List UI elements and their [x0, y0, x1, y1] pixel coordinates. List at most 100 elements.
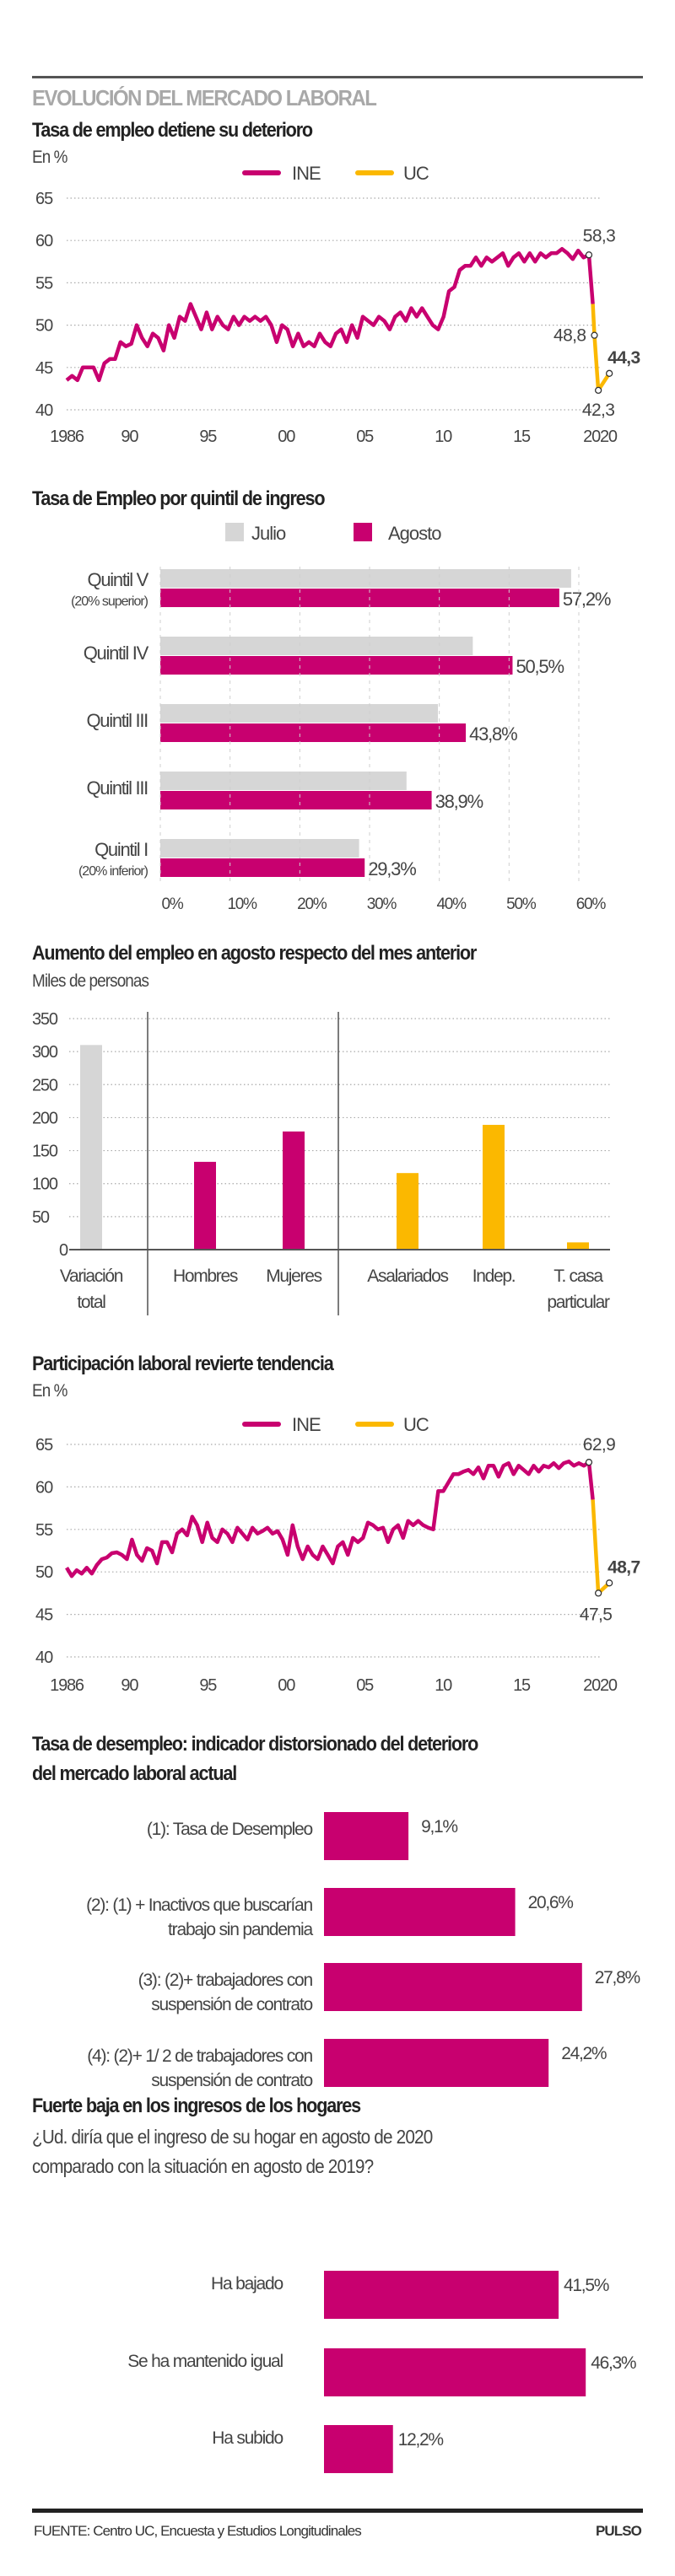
x-tick-label: 1986 — [50, 1676, 84, 1695]
category-label: Quintil V — [88, 569, 149, 590]
x-tick-label: 15 — [513, 428, 531, 446]
footer-rule — [32, 2509, 643, 2513]
legend-swatch-agosto — [354, 523, 372, 541]
category-label: (3): (2)+ trabajadores con — [138, 1971, 313, 1990]
annotation-marker — [585, 251, 593, 259]
x-tick-label: 0% — [161, 895, 183, 913]
y-tick-label: 60 — [35, 1478, 53, 1497]
employment-rate-chart: INE UC 65 60 55 50 45 40 1986 90 95 00 05 10 15 2020 58,… — [35, 163, 640, 446]
y-tick-label: 55 — [35, 274, 53, 293]
bar-value-label: 41,5% — [564, 2276, 609, 2295]
legend-label-uc: UC — [403, 1414, 429, 1435]
chart3-unit: Miles de personas — [32, 971, 149, 991]
bar-julio — [160, 772, 407, 790]
bar-value-label: 20,6% — [528, 1893, 574, 1912]
category-label: Indep. — [472, 1266, 516, 1286]
bar-julio — [160, 637, 473, 655]
y-tick-label: 300 — [32, 1043, 58, 1062]
series-line-ine — [65, 246, 595, 383]
x-tick-label: 00 — [278, 1676, 295, 1695]
bar-julio — [160, 839, 359, 858]
y-tick-label: 0 — [59, 1241, 68, 1260]
y-tick-label: 65 — [35, 1436, 53, 1455]
bar — [324, 1888, 516, 1936]
data-label: 44,3 — [608, 348, 640, 368]
category-label: Ha bajado — [211, 2274, 283, 2294]
legend-label-ine: INE — [292, 1414, 321, 1435]
annotation-marker — [606, 1579, 613, 1587]
category-label: total — [77, 1293, 105, 1312]
annotation-marker — [594, 386, 602, 395]
chart3-title: Aumento del empleo en agosto respecto de… — [32, 942, 477, 965]
data-label: 58,3 — [583, 226, 615, 245]
y-tick-label: 40 — [35, 401, 53, 420]
chart4-unit: En % — [32, 1381, 68, 1401]
y-tick-label: 40 — [35, 1648, 53, 1667]
category-label: (1): Tasa de Desempleo — [147, 1820, 313, 1839]
x-tick-label: 90 — [121, 1676, 138, 1695]
x-tick-label: 05 — [356, 1676, 374, 1695]
category-label: (2): (1) + Inactivos que buscarían — [86, 1896, 312, 1915]
legend-label-ine: INE — [292, 163, 321, 184]
x-tick-label: 20% — [297, 895, 327, 913]
bar-uc — [397, 1173, 418, 1250]
bar — [324, 2271, 559, 2319]
category-label: Asalariados — [367, 1266, 448, 1286]
y-tick-label: 50 — [32, 1208, 50, 1227]
y-tick-label: 150 — [32, 1143, 58, 1161]
bar — [324, 2039, 549, 2087]
annotation-marker — [591, 331, 598, 339]
y-tick-label: 65 — [35, 190, 53, 208]
chart4-title: Participación laboral revierte tendencia — [32, 1353, 334, 1375]
chart5-title-line1: Tasa de desempleo: indicador distorsiona… — [32, 1733, 478, 1756]
x-tick-label: 15 — [513, 1676, 531, 1695]
data-label: 48,8 — [554, 326, 586, 346]
bar — [324, 1812, 409, 1860]
legend-label-agosto: Agosto — [388, 523, 441, 544]
x-tick-label: 10% — [227, 895, 257, 913]
y-tick-label: 50 — [35, 1563, 53, 1582]
chart1-unit: En % — [32, 148, 68, 167]
chart6-question-line2: comparado con la situación en agosto de … — [32, 2155, 374, 2177]
x-tick-label: 90 — [121, 428, 138, 446]
category-label: Quintil I — [94, 839, 148, 860]
y-tick-label: 100 — [32, 1175, 58, 1194]
y-tick-label: 50 — [35, 317, 53, 336]
x-tick-label: 10 — [435, 428, 452, 446]
x-tick-label: 1986 — [50, 428, 84, 446]
series-line-ine — [65, 1459, 595, 1578]
bar-value-label: 27,8% — [595, 1968, 640, 1987]
chart2-title: Tasa de Empleo por quintil de ingreso — [32, 487, 326, 510]
bar-value-label: 29,3% — [368, 858, 416, 879]
category-label: Variación — [60, 1266, 123, 1286]
x-tick-label: 2020 — [583, 428, 618, 446]
bar-value-label: 38,9% — [435, 791, 483, 812]
category-label: (4): (2)+ 1/ 2 de trabajadores con — [87, 2046, 312, 2066]
bar-julio — [160, 569, 571, 588]
bar — [324, 2348, 586, 2396]
bar-value-label: 24,2% — [561, 2044, 607, 2063]
bar-ine — [194, 1161, 216, 1250]
data-label: 48,7 — [608, 1557, 640, 1577]
category-label: suspensión de contrato — [151, 2071, 312, 2090]
data-label: 42,3 — [582, 401, 614, 420]
y-tick-label: 45 — [35, 1606, 53, 1625]
quintile-chart: Julio Agosto 57,2% Quintil V (20% superior) 5… — [71, 523, 612, 913]
x-tick-label: 95 — [199, 1676, 217, 1695]
y-tick-label: 60 — [35, 232, 53, 250]
household-income-chart: 41,5% Ha bajado 46,3% Se ha mantenido igual… — [127, 2271, 637, 2473]
top-rule — [32, 76, 643, 78]
bar-uc — [567, 1242, 589, 1250]
bar-agosto — [160, 858, 365, 877]
chart6-title: Fuerte baja en los ingresos de los hogar… — [32, 2095, 361, 2117]
employment-increase-chart: 350 300 250 200 150 100 50 0 Variación total Hombr… — [32, 1010, 611, 1315]
x-tick-label: 40% — [436, 895, 467, 913]
category-label: Se ha mantenido igual — [127, 2352, 283, 2371]
y-tick-label: 350 — [32, 1010, 58, 1029]
series-line-uc — [591, 304, 612, 393]
x-tick-label: 00 — [278, 428, 295, 446]
unemployment-chart: 9,1% (1): Tasa de Desempleo 20,6% (2): (1) … — [86, 1812, 641, 2090]
bar-agosto — [160, 589, 559, 607]
y-tick-label: 45 — [35, 359, 53, 378]
y-tick-label: 55 — [35, 1521, 53, 1540]
